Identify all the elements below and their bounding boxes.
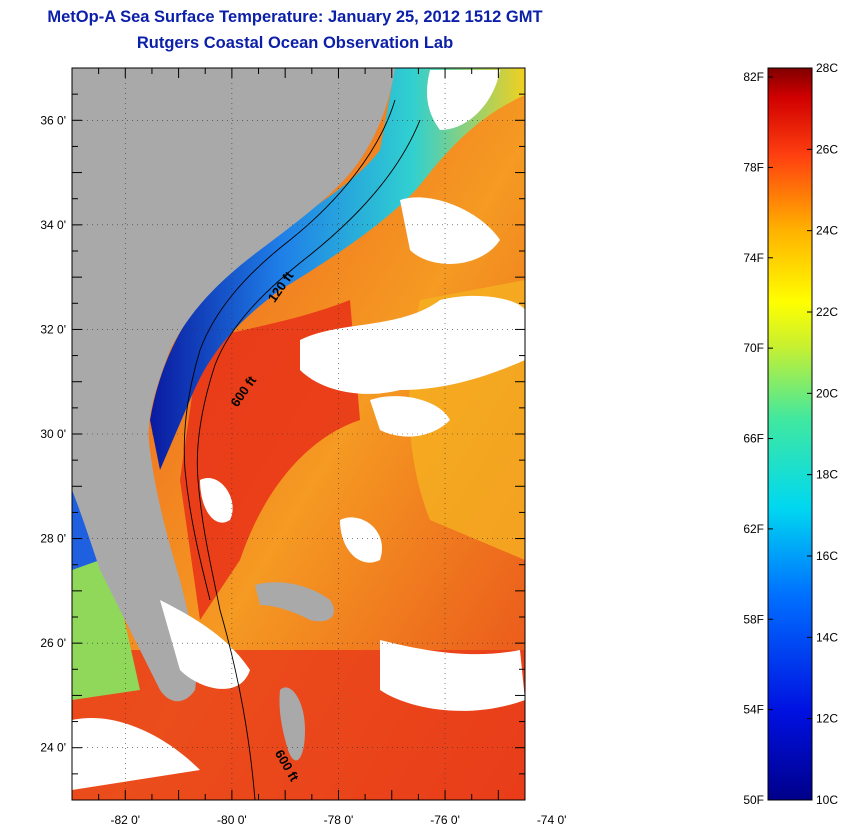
- map-axes: 36 0' 34 0' 32 0' 30 0' 28 0' 26 0' 24 0' -82 0…: [40, 67, 567, 827]
- lat-tick-label: 26 0': [40, 636, 66, 650]
- map-title: MetOp-A Sea Surface Temperature: January…: [47, 8, 543, 26]
- contour-600ft: [196, 119, 421, 800]
- contour-120ft: [183, 99, 396, 601]
- colorbar-fahrenheit-label: 78F: [743, 160, 764, 174]
- lat-tick-label: 24 0': [40, 741, 66, 755]
- colorbar-fahrenheit-label: 70F: [743, 341, 764, 355]
- colorbar-celsius-label: 28C: [816, 61, 838, 75]
- map-image: [72, 68, 525, 800]
- colorbar-celsius-label: 20C: [816, 386, 838, 400]
- colorbar-fahrenheit-label: 58F: [743, 612, 764, 626]
- colorbar-fahrenheit-label: 82F: [743, 70, 764, 84]
- land-bahamas-north: [255, 582, 334, 622]
- colorbar-celsius-label: 22C: [816, 305, 838, 319]
- colorbar-celsius-label: 24C: [816, 224, 838, 238]
- cold-shelf-water: [150, 68, 525, 470]
- colorbar-celsius-label: 16C: [816, 549, 838, 563]
- lon-tick-label: -82 0': [110, 813, 140, 827]
- land-andros: [279, 687, 305, 761]
- colorbar-celsius-label: 18C: [816, 468, 838, 482]
- land-mainland: [72, 68, 395, 702]
- colorbar-fahrenheit-label: 62F: [743, 522, 764, 536]
- lat-tick-label: 30 0': [40, 427, 66, 441]
- clouds: [72, 70, 525, 790]
- colorbar-fahrenheit-label: 54F: [743, 703, 764, 717]
- colorbar-celsius-label: 26C: [816, 142, 838, 156]
- map-subtitle: Rutgers Coastal Ocean Observation Lab: [136, 34, 454, 52]
- colorbar-celsius-label: 10C: [816, 793, 838, 807]
- lon-tick-label: -80 0': [217, 813, 247, 827]
- lat-tick-label: 34 0': [40, 218, 66, 232]
- colorbar-fahrenheit-label: 66F: [743, 432, 764, 446]
- colorbar-fahrenheit-label: 50F: [743, 793, 764, 807]
- lat-tick-label: 32 0': [40, 322, 66, 336]
- colorbar-ticks: 28C 26C 24C 22C 20C 18C 16C 14C 12C 10C 82F 78F 74F 7…: [743, 61, 838, 807]
- lon-tick-label: -76 0': [430, 813, 460, 827]
- lat-tick-label: 36 0': [40, 113, 66, 127]
- graticule: [72, 68, 525, 800]
- lon-tick-label: -78 0': [324, 813, 354, 827]
- lon-tick-label: -74 0': [537, 813, 567, 827]
- colorbar-celsius-label: 14C: [816, 630, 838, 644]
- colorbar-celsius-label: 12C: [816, 712, 838, 726]
- colorbar-fahrenheit-label: 74F: [743, 251, 764, 265]
- lat-tick-label: 28 0': [40, 532, 66, 546]
- colorbar: [767, 67, 813, 801]
